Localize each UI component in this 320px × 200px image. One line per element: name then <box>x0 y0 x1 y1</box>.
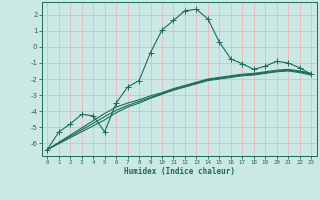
X-axis label: Humidex (Indice chaleur): Humidex (Indice chaleur) <box>124 167 235 176</box>
